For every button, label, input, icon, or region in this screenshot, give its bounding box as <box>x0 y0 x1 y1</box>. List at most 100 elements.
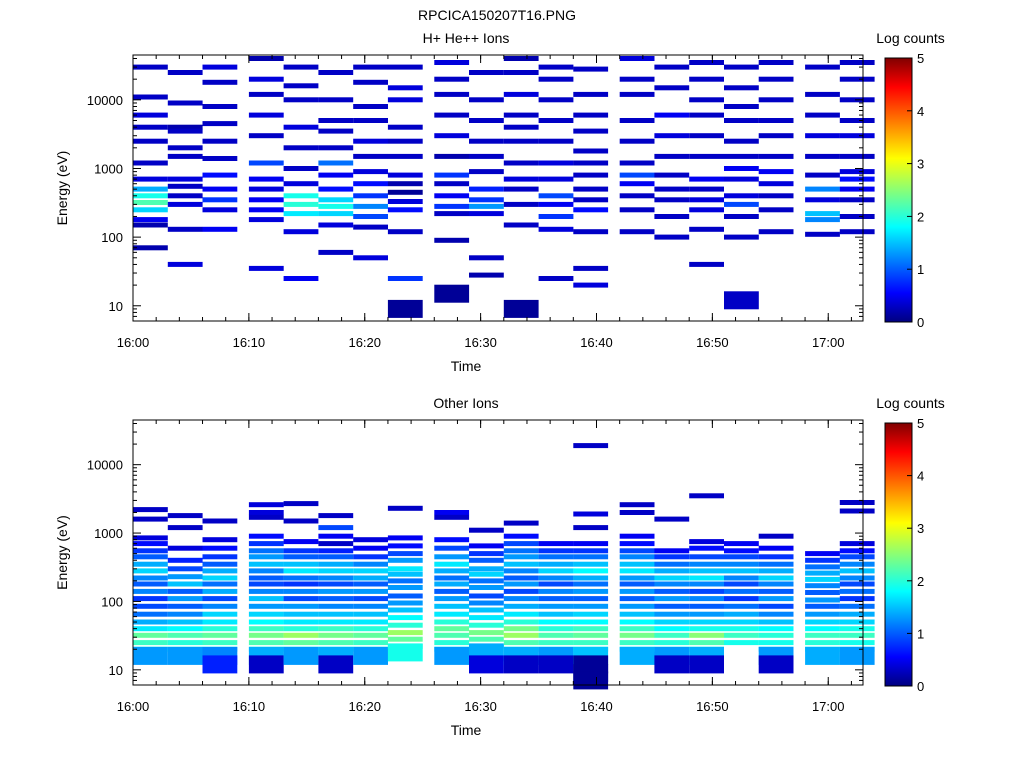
x-tick-label: 16:20 <box>348 699 381 714</box>
heatmap-cell <box>724 118 759 123</box>
heatmap-cell <box>387 578 423 584</box>
heatmap-cell <box>573 66 609 72</box>
heatmap-cell <box>654 575 690 581</box>
x-axis-label: Time <box>451 722 482 738</box>
heatmap-cell <box>318 575 354 581</box>
heatmap-cell <box>387 207 423 213</box>
heatmap-cell <box>538 64 574 70</box>
heatmap-cell <box>283 568 319 574</box>
heatmap-cell <box>318 70 354 75</box>
heatmap-cell <box>387 181 423 187</box>
heatmap-cell <box>283 64 319 70</box>
heatmap-cell <box>573 554 609 560</box>
x-tick-label: 16:20 <box>348 335 381 350</box>
heatmap-cell <box>318 211 354 217</box>
heatmap-cell <box>167 588 203 594</box>
heatmap-cell <box>353 169 388 175</box>
heatmap-cell <box>654 561 690 567</box>
heatmap-cell <box>469 571 504 577</box>
heatmap-cell <box>619 76 655 82</box>
heatmap-cell <box>758 581 794 587</box>
heatmap-cell <box>724 619 759 625</box>
heatmap-cell <box>724 193 759 199</box>
heatmap-cell <box>318 548 354 554</box>
heatmap-cell <box>538 548 574 554</box>
heatmap-cell <box>654 632 690 638</box>
heatmap-cell <box>202 518 238 524</box>
heatmap-cell <box>167 201 203 207</box>
heatmap-cell <box>133 646 168 665</box>
heatmap-cell <box>839 500 875 505</box>
heatmap-cell <box>353 554 388 560</box>
heatmap-cell <box>202 588 238 594</box>
heatmap-cell <box>318 561 354 567</box>
heatmap-cell <box>469 566 504 572</box>
heatmap-cell <box>434 510 470 515</box>
heatmap-cell <box>387 138 423 144</box>
heatmap-cell <box>283 229 319 235</box>
heatmap-cell <box>619 181 655 187</box>
heatmap-cell <box>573 619 609 625</box>
heatmap-cell <box>724 104 759 109</box>
heatmap-cell <box>689 76 724 82</box>
heatmap-cell <box>805 564 840 570</box>
heatmap-cell <box>619 581 655 587</box>
heatmap-cell <box>538 276 574 281</box>
heatmap-cell <box>469 527 504 533</box>
heatmap-cell <box>538 561 574 567</box>
heatmap-cell <box>318 588 354 594</box>
heatmap-cell <box>318 655 354 674</box>
heatmap-cell <box>619 568 655 574</box>
heatmap-cell <box>202 632 238 638</box>
heatmap-cell <box>839 581 875 587</box>
heatmap-cell <box>805 153 840 159</box>
heatmap-cell <box>839 76 875 82</box>
heatmap-cell <box>167 153 203 159</box>
heatmap-cell <box>654 554 690 560</box>
heatmap-cell <box>133 193 168 199</box>
heatmap-cell <box>283 632 319 638</box>
heatmap-cell <box>202 545 238 551</box>
heatmap-cell <box>619 626 655 632</box>
heatmap-cell <box>318 197 354 203</box>
heatmap-cell <box>318 145 354 151</box>
heatmap-cell <box>538 640 574 646</box>
heatmap-cell <box>353 193 388 199</box>
heatmap-cell <box>248 217 284 223</box>
heatmap-cell <box>434 76 470 82</box>
heatmap-cell <box>619 533 655 539</box>
heatmap-cell <box>318 249 354 255</box>
heatmap-cell <box>654 186 690 192</box>
heatmap-cell <box>839 603 875 609</box>
heatmap-cell <box>202 575 238 581</box>
heatmap-cell <box>248 197 284 203</box>
heatmap-cell <box>434 181 470 187</box>
heatmap-cell <box>689 176 724 182</box>
heatmap-cell <box>689 207 724 213</box>
heatmap-cell <box>283 124 319 130</box>
heatmap-cell <box>202 79 238 85</box>
heatmap-cell <box>724 291 759 310</box>
heatmap-cell <box>538 568 574 574</box>
heatmap-cell <box>839 568 875 574</box>
heatmap-cell <box>805 64 840 70</box>
heatmap-cell <box>434 561 470 567</box>
colorbar-tick-label: 2 <box>917 209 924 224</box>
heatmap-cell <box>434 588 470 594</box>
heatmap-cell <box>839 153 875 159</box>
heatmap-cell <box>353 203 388 209</box>
heatmap-cell <box>353 64 388 70</box>
heatmap-cell <box>248 91 284 97</box>
heatmap-cell <box>503 533 539 539</box>
heatmap-cell <box>758 118 794 123</box>
heatmap-cell <box>167 626 203 632</box>
heatmap-cell <box>133 603 168 609</box>
x-tick-label: 16:30 <box>464 699 497 714</box>
heatmap-cell <box>318 97 354 103</box>
heatmap-cell <box>133 575 168 581</box>
heatmap-cell <box>805 640 840 646</box>
heatmap-cell <box>573 160 609 166</box>
heatmap-cell <box>434 554 470 560</box>
